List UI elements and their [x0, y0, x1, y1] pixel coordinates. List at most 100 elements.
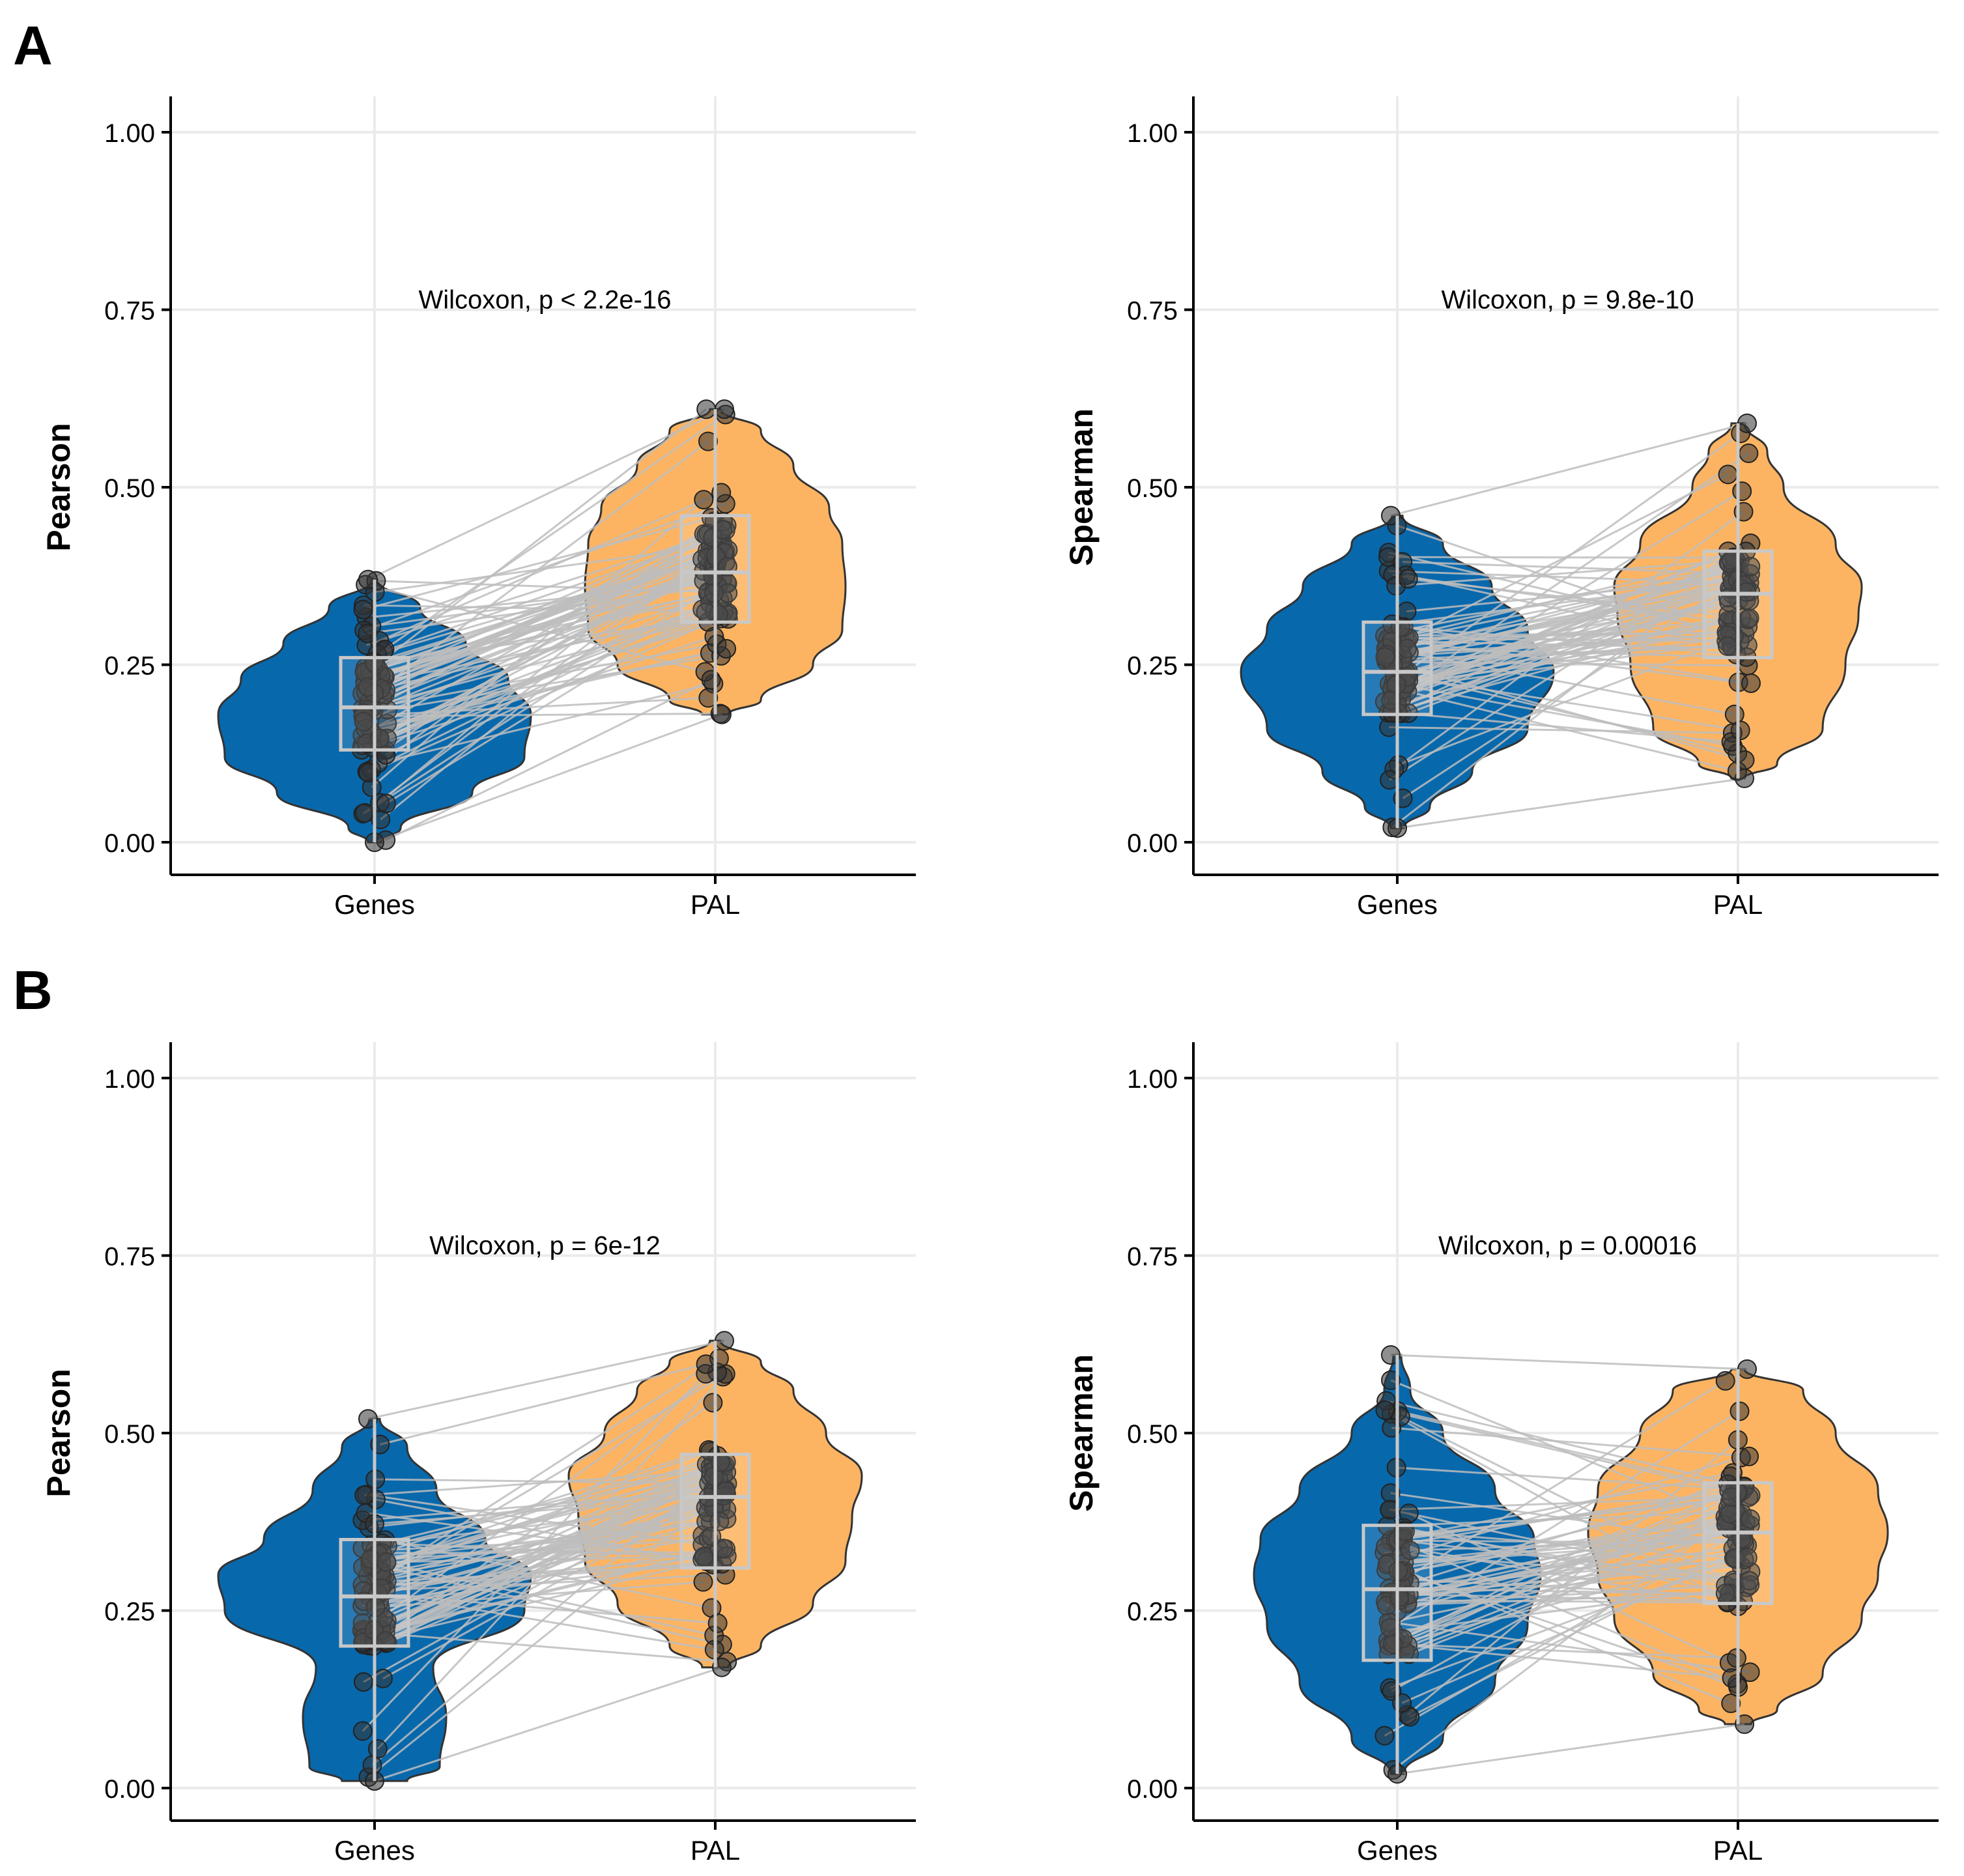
- paired-line: [366, 603, 711, 773]
- paired-line: [1400, 1545, 1739, 1608]
- paired-line: [363, 604, 724, 613]
- y-tick-label: 1.00: [1127, 119, 1178, 148]
- point-pal: [712, 704, 732, 724]
- paired-line: [1399, 1599, 1728, 1604]
- box-iqr: [1702, 1481, 1774, 1606]
- boxplot-pal: [679, 1341, 751, 1668]
- y-tick-label: 0.00: [1127, 829, 1178, 858]
- y-tick-label: 0.00: [1127, 1775, 1178, 1804]
- paired-line: [378, 682, 714, 764]
- paired-line: [1385, 634, 1728, 659]
- point-pal: [701, 670, 721, 690]
- point-pal: [696, 1354, 716, 1374]
- paired-line: [374, 1494, 724, 1525]
- box-iqr: [679, 1453, 751, 1570]
- plot-bottom-left: 0.00 0.25 0.50 0.75 1.00 Genes PAL Pearson Wilco…: [40, 1042, 916, 1866]
- paired-line: [363, 1630, 728, 1663]
- x-tick-label: PAL: [1713, 889, 1763, 920]
- point-genes: [377, 1552, 397, 1572]
- paired-line: [375, 591, 715, 666]
- paired-line: [363, 696, 709, 717]
- point-pal: [1730, 720, 1750, 741]
- point-pal: [1715, 1371, 1735, 1391]
- y-tick-label: 0.25: [1127, 652, 1178, 681]
- paired-line: [374, 713, 722, 844]
- paired-line: [385, 1496, 709, 1642]
- paired-line: [1399, 1475, 1731, 1640]
- y-tick-label: 0.00: [104, 829, 155, 858]
- paired-line: [1407, 1644, 1732, 1679]
- paired-line: [1396, 614, 1729, 705]
- point-pal: [1737, 1359, 1757, 1379]
- point-pal: [707, 1613, 728, 1633]
- point-genes: [353, 1672, 373, 1692]
- paired-line: [384, 534, 707, 751]
- paired-line: [383, 1475, 715, 1619]
- paired-line: [367, 408, 725, 581]
- y-tick-label: 1.00: [104, 1065, 155, 1094]
- paired-line: [1392, 1643, 1737, 1659]
- point-pal: [694, 490, 714, 510]
- paired-line: [365, 610, 715, 693]
- point-pal: [713, 520, 733, 540]
- x-tick-label: Genes: [1357, 889, 1438, 920]
- paired-line: [1389, 1558, 1737, 1689]
- panel-label-a: A: [13, 15, 53, 76]
- point-genes: [358, 623, 378, 644]
- paired-line: [1397, 565, 1751, 715]
- paired-line: [1389, 1496, 1731, 1511]
- y-tick-label: 0.50: [104, 1420, 155, 1449]
- paired-line: [1405, 574, 1728, 647]
- paired-line: [1406, 675, 1741, 732]
- paired-line: [1391, 640, 1741, 690]
- x-tick-label: PAL: [1713, 1835, 1763, 1866]
- boxplot-pal: [1702, 423, 1774, 778]
- point-pal: [698, 431, 719, 451]
- paired-line: [1386, 1400, 1744, 1488]
- point-genes: [1381, 1345, 1401, 1365]
- paired-line: [1390, 422, 1748, 517]
- paired-line: [1391, 1427, 1750, 1458]
- paired-line: [371, 498, 705, 788]
- paired-line: [1403, 625, 1752, 685]
- point-pal: [694, 1546, 714, 1567]
- paired-line: [1389, 1593, 1744, 1602]
- point-genes: [352, 1721, 373, 1741]
- y-tick-label: 0.75: [104, 1243, 155, 1272]
- point-pal: [1740, 1509, 1760, 1529]
- paired-line: [363, 502, 726, 632]
- paired-line: [364, 1470, 717, 1496]
- x-tick-label: Genes: [334, 1835, 415, 1866]
- paired-line: [380, 1490, 726, 1589]
- paired-line: [373, 1563, 723, 1645]
- paired-line: [1399, 1556, 1748, 1599]
- point-pal: [703, 1393, 723, 1413]
- paired-line: [363, 520, 724, 715]
- paired-line: [387, 655, 722, 711]
- point-genes: [1400, 1541, 1420, 1561]
- paired-line: [384, 414, 726, 651]
- y-tick-label: 0.00: [104, 1775, 155, 1804]
- paired-line: [1390, 559, 1732, 702]
- paired-line: [363, 517, 712, 611]
- paired-lines: [1384, 1354, 1751, 1775]
- y-tick-label: 0.50: [1127, 474, 1178, 503]
- paired-line: [1402, 1496, 1749, 1537]
- paired-line: [363, 1461, 727, 1602]
- paired-line: [1385, 1409, 1739, 1494]
- paired-line: [1397, 777, 1745, 829]
- point-genes: [1381, 1370, 1401, 1390]
- paired-line: [377, 1535, 712, 1595]
- point-pal: [1735, 1714, 1754, 1734]
- box-iqr: [339, 1538, 410, 1648]
- point-genes: [373, 1668, 393, 1688]
- paired-line: [367, 1339, 725, 1420]
- paired-line: [1397, 1410, 1743, 1492]
- paired-line: [1406, 647, 1747, 659]
- boxplot-genes: [1361, 515, 1433, 829]
- paired-line: [1408, 578, 1750, 619]
- box-iqr: [679, 514, 751, 624]
- paired-line: [1403, 1380, 1726, 1580]
- point-pal: [1721, 1693, 1741, 1713]
- point-pal: [1721, 1487, 1741, 1507]
